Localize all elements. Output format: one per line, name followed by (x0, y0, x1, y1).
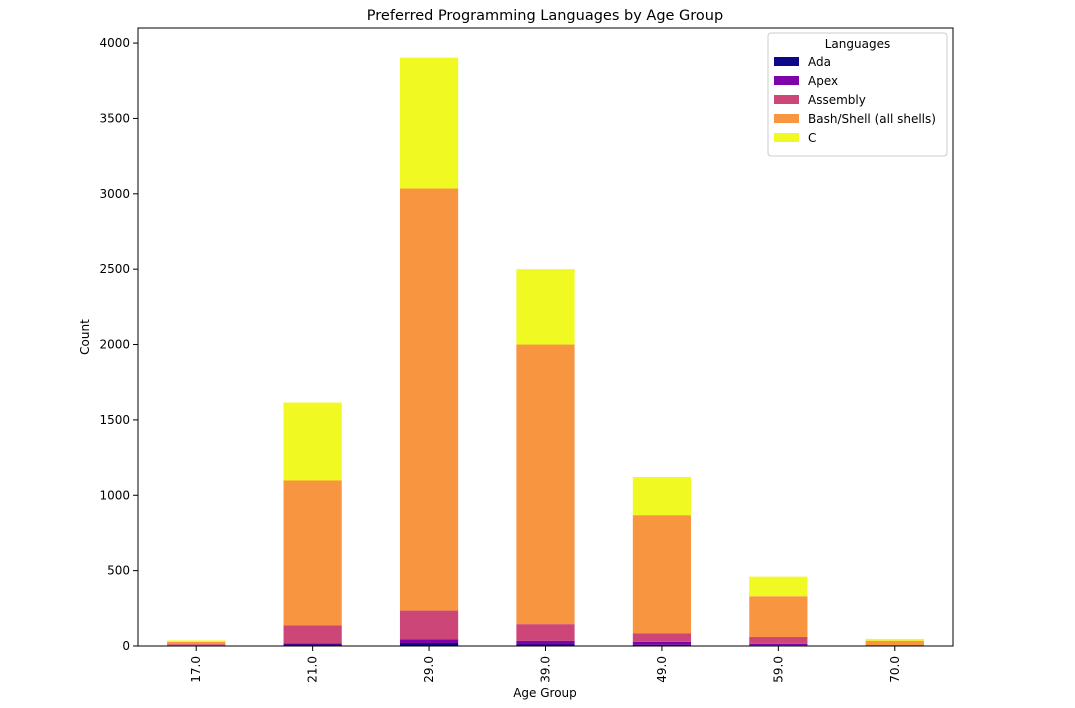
y-tick-label: 1500 (99, 413, 130, 427)
bar-segment (167, 644, 226, 646)
y-tick-label: 0 (122, 639, 130, 653)
bar-segment (749, 643, 808, 646)
bar-segment (749, 596, 808, 637)
bar-segment (167, 640, 226, 642)
bar-segment (632, 477, 692, 516)
legend-swatch (774, 133, 799, 142)
x-tick-label: 21.0 (306, 656, 320, 683)
legend-box (767, 32, 948, 157)
bar-segment (632, 515, 692, 634)
legend-swatch (774, 95, 799, 104)
x-tick-label: 70.0 (888, 656, 902, 683)
bar-segment (516, 269, 575, 345)
legend-entry: Ada (808, 55, 831, 69)
y-axis: 0 500 1000 1500 2000 2500 3000 3500 4000 (99, 36, 138, 653)
chart-title: Preferred Programming Languages by Age G… (367, 8, 723, 24)
legend-entry: Assembly (808, 93, 866, 107)
y-tick-label: 2000 (99, 338, 130, 352)
legend-entry: C (808, 131, 816, 145)
bar-segment (516, 640, 575, 645)
x-tick-label: 59.0 (771, 656, 785, 683)
bar-segment (399, 639, 459, 643)
bars-group (167, 57, 924, 646)
bar-segment (516, 624, 575, 641)
x-tick-label: 17.0 (189, 656, 203, 683)
legend-swatch (774, 114, 799, 123)
legend: Languages Ada Apex Assembly Bash/Shell (all … (767, 32, 948, 157)
bar-segment (516, 344, 575, 625)
bar-segment (283, 480, 342, 626)
bar-segment (632, 641, 692, 645)
bar-segment (399, 610, 459, 640)
x-tick-label: 49.0 (655, 656, 669, 683)
x-tick-label: 39.0 (539, 656, 553, 683)
y-tick-label: 500 (107, 564, 130, 578)
y-tick-label: 3000 (99, 187, 130, 201)
y-tick-label: 4000 (99, 36, 130, 50)
y-tick-label: 1000 (99, 488, 130, 502)
legend-entry: Apex (808, 74, 838, 88)
bar-segment (167, 641, 226, 645)
legend-swatch (774, 57, 799, 66)
legend-title: Languages (825, 37, 890, 51)
bar-segment (283, 644, 342, 646)
y-tick-label: 3500 (99, 111, 130, 125)
bar-segment (632, 633, 692, 642)
bar-segment (865, 645, 924, 646)
bar-segment (399, 188, 459, 611)
bar-segment (865, 640, 924, 646)
bar-segment (399, 57, 459, 189)
bar-segment (283, 625, 342, 644)
x-axis-label: Age Group (513, 686, 577, 700)
y-axis-label: Count (78, 319, 92, 355)
bar-segment (516, 644, 575, 646)
legend-swatch (774, 76, 799, 85)
x-tick-label: 29.0 (422, 656, 436, 683)
bar-segment (399, 642, 459, 646)
legend-entry: Bash/Shell (all shells) (808, 112, 936, 126)
bar-segment (283, 643, 342, 645)
bar-segment (632, 644, 692, 646)
y-tick-label: 2500 (99, 262, 130, 276)
bar-segment (865, 638, 924, 641)
bar-segment (749, 636, 808, 644)
bar-segment (283, 402, 342, 481)
plot-frame (137, 27, 954, 647)
x-axis: 17.0 21.0 29.0 39.0 49.0 59.0 70.0 (189, 646, 902, 683)
bar-segment (749, 576, 808, 597)
